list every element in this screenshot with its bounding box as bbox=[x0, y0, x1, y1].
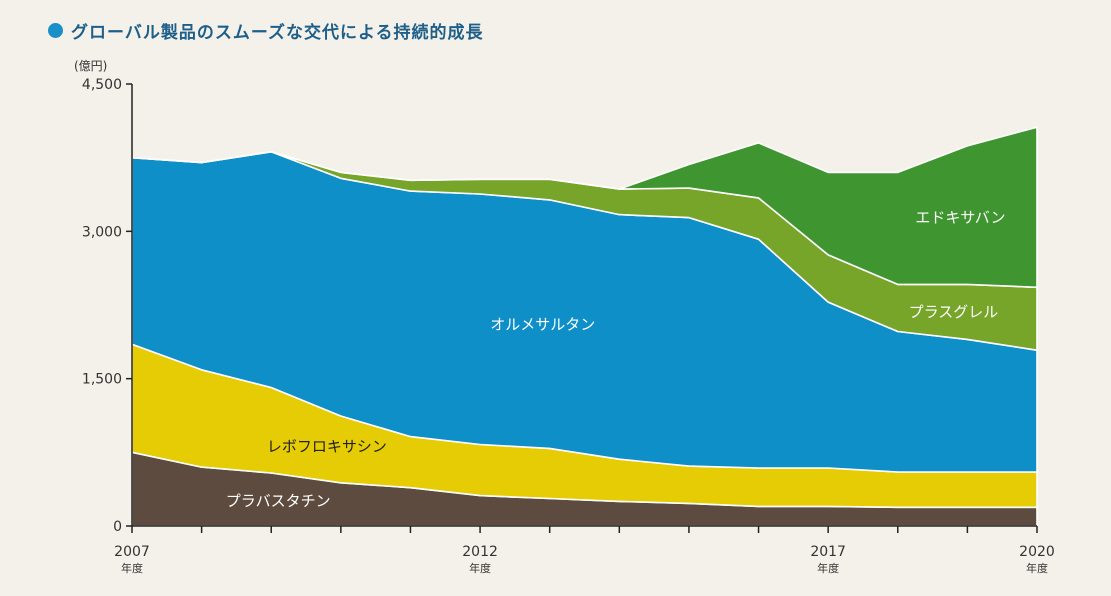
x-tick-sublabel: 年度 bbox=[469, 561, 491, 575]
series-label-prasugrel: プラスグレル bbox=[909, 303, 999, 321]
y-tick-label: 1,500 bbox=[82, 372, 122, 388]
y-tick-label: 3,000 bbox=[82, 224, 122, 240]
x-tick-sublabel: 年度 bbox=[1026, 561, 1048, 575]
x-tick-label: 2020 bbox=[1019, 544, 1055, 560]
stacked-area-chart: 01,5003,0004,500(億円)2007年度2012年度2017年度20… bbox=[0, 0, 1111, 596]
y-tick-label: 0 bbox=[113, 519, 122, 535]
series-label-pravastatin: プラバスタチン bbox=[226, 492, 331, 510]
x-tick-label: 2007 bbox=[114, 544, 150, 560]
x-tick-sublabel: 年度 bbox=[121, 561, 143, 575]
x-tick-label: 2017 bbox=[810, 544, 846, 560]
y-tick-label: 4,500 bbox=[82, 77, 122, 93]
y-unit-label: (億円) bbox=[74, 59, 107, 73]
series-label-edoxaban: エドキサバン bbox=[915, 208, 1005, 226]
series-label-levofloxacin: レボフロキサシン bbox=[267, 438, 387, 456]
x-tick-sublabel: 年度 bbox=[817, 561, 839, 575]
series-label-olmesartan: オルメサルタン bbox=[490, 316, 595, 334]
x-tick-label: 2012 bbox=[462, 544, 498, 560]
